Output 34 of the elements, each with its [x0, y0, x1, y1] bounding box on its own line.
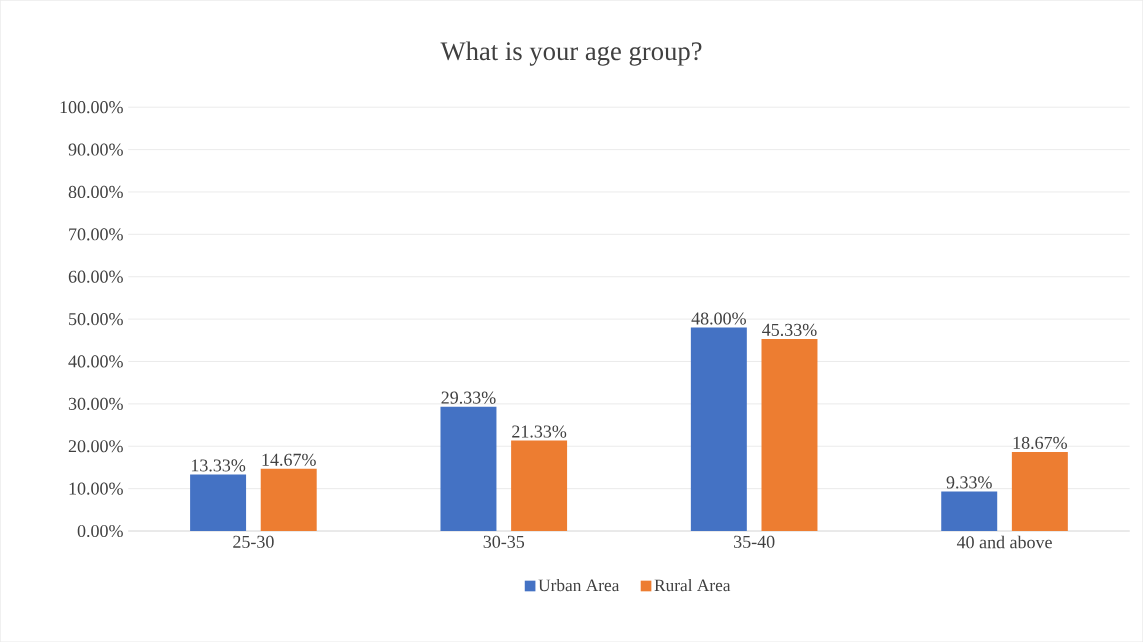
data-label: 21.33% [512, 425, 567, 438]
x-tick-label: 35-40 [734, 535, 775, 548]
data-label: 14.67% [262, 453, 316, 466]
data-label: 29.33% [441, 391, 496, 404]
y-tick-label: 80.00% [68, 185, 123, 198]
bar [440, 406, 497, 531]
bar [761, 338, 818, 531]
bar [260, 468, 317, 531]
y-tick-label: 60.00% [68, 270, 123, 283]
x-tick-label: 30-35 [483, 535, 525, 548]
y-tick-label: 10.00% [69, 482, 123, 495]
y-tick-label: 20.00% [68, 440, 123, 453]
legend-label: Urban Area [538, 578, 620, 592]
legend-label: Rural Area [654, 578, 731, 592]
data-label: 9.33% [946, 476, 992, 489]
y-tick-label: 50.00% [69, 312, 123, 326]
data-label: 45.33% [762, 323, 817, 336]
x-tick-label: 40 and above [956, 535, 1052, 549]
y-tick-label: 40.00% [68, 355, 123, 368]
data-label: 13.33% [191, 459, 246, 472]
y-tick-label: 30.00% [68, 397, 123, 410]
bar [690, 327, 747, 531]
bar [511, 440, 568, 531]
y-tick-label: 70.00% [69, 228, 123, 241]
bar [941, 491, 998, 531]
bar [1011, 451, 1068, 531]
chart-title: What is your age group? [440, 41, 702, 66]
y-tick-label: 100.00% [60, 100, 123, 114]
y-tick-label: 90.00% [68, 143, 123, 156]
data-label: 18.67% [1013, 436, 1067, 449]
data-label: 48.00% [691, 312, 746, 325]
y-tick-label: 0.00% [77, 524, 123, 537]
bar [190, 474, 247, 531]
x-tick-label: 25-30 [233, 535, 274, 548]
